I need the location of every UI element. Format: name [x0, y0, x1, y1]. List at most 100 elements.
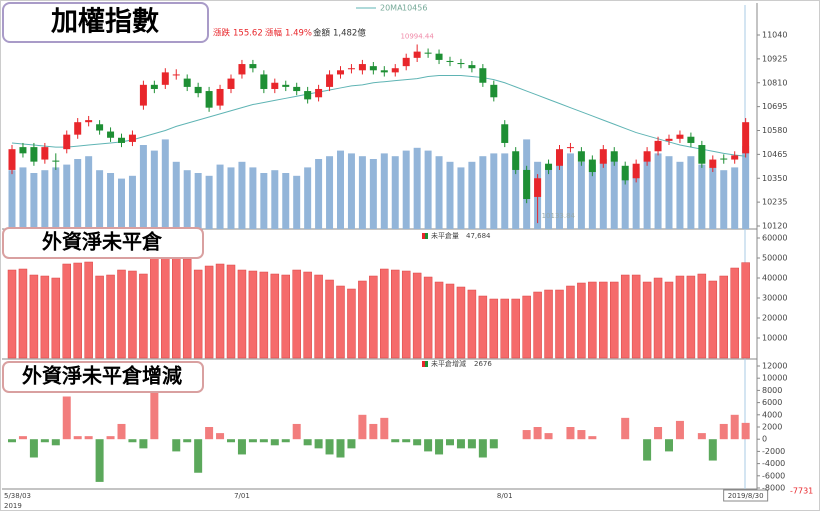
volume-bar — [676, 161, 684, 229]
bar — [347, 439, 356, 449]
candle-body — [632, 163, 640, 179]
title-box — [2, 361, 204, 393]
legend-icon — [425, 361, 428, 367]
y-tick-label: 10350 — [762, 174, 787, 183]
volume-bar — [205, 175, 213, 229]
y-tick-label: 10695 — [762, 102, 787, 111]
candle-body — [391, 68, 399, 73]
candle-body — [161, 72, 169, 85]
volume-bar — [282, 173, 290, 229]
candle-body — [687, 136, 695, 143]
bar — [117, 269, 126, 359]
candle-body — [205, 91, 213, 108]
bar — [391, 439, 400, 443]
bar — [456, 439, 465, 449]
volume-bar — [577, 161, 585, 229]
volume-bar — [369, 159, 377, 229]
bar — [456, 286, 466, 359]
candle-body — [720, 158, 728, 160]
bar — [128, 439, 137, 443]
candle-body — [238, 64, 246, 75]
bar — [423, 276, 433, 359]
title: 外資淨未平倉增減 — [22, 364, 182, 388]
bar — [358, 414, 367, 440]
candle-body — [413, 51, 421, 58]
bar — [675, 420, 684, 440]
candle-body — [304, 91, 312, 100]
bar — [664, 281, 674, 359]
bar — [204, 265, 214, 359]
volume-bar — [698, 164, 706, 229]
candle-body — [468, 65, 476, 69]
volume-bar — [139, 145, 147, 229]
candle-body — [577, 151, 585, 162]
bar — [369, 423, 378, 440]
bar — [413, 439, 422, 446]
bar — [62, 396, 71, 440]
bar — [665, 439, 673, 452]
legend-name: 未平倉增減 — [431, 359, 466, 368]
y-tick-label: 10235 — [762, 198, 787, 207]
bar — [193, 269, 203, 359]
bar — [741, 422, 750, 440]
bar — [401, 270, 411, 359]
bar — [654, 427, 663, 440]
candle-body — [358, 64, 366, 71]
bar — [62, 263, 71, 359]
volume-bar — [446, 161, 454, 229]
bar — [259, 439, 268, 443]
volume-bar — [468, 161, 476, 229]
bar — [478, 295, 488, 359]
candle-body — [457, 63, 465, 65]
candle-body — [227, 78, 235, 89]
y-tick-label: 6000 — [762, 398, 782, 407]
titles: 加權指數 外資淨未平倉 外資淨未平倉增減 — [2, 2, 209, 393]
candle-body — [369, 66, 377, 71]
candle-body — [52, 160, 60, 162]
y-tick-label: 2000 — [762, 423, 782, 432]
candle-body — [107, 131, 115, 138]
candle-body — [621, 165, 629, 181]
bar — [95, 275, 104, 359]
bar — [303, 271, 312, 359]
y-tick-label: -4000 — [762, 459, 785, 468]
candle-body — [566, 147, 574, 149]
bar — [292, 269, 301, 359]
bar — [325, 439, 334, 455]
price-panel: 10120 10235 10350 10465 10580 10695 10810 10925… — [4, 4, 787, 511]
volume-bar — [358, 156, 366, 229]
candle-body — [260, 74, 268, 89]
candle-body — [501, 124, 509, 143]
bar — [708, 439, 717, 461]
volume-bar — [621, 170, 629, 229]
candle-body — [74, 122, 82, 135]
y-tick-label: 4000 — [762, 410, 782, 419]
candle-body — [742, 122, 750, 154]
volume-bar — [19, 167, 27, 229]
bar — [643, 439, 652, 461]
bar — [314, 274, 323, 359]
bar — [161, 253, 170, 359]
bar — [150, 253, 159, 359]
volume-bar — [512, 156, 520, 229]
volume-bar — [41, 170, 49, 229]
volume-bar — [118, 178, 125, 229]
volume-bar — [347, 153, 355, 229]
candle-body — [315, 88, 323, 98]
bar — [314, 439, 323, 449]
bar — [599, 281, 608, 359]
bar — [577, 282, 586, 359]
candle-body — [41, 147, 49, 160]
y-tick-label: 10000 — [762, 334, 787, 343]
candle-body — [30, 147, 38, 162]
bar — [435, 439, 444, 455]
bar — [95, 439, 104, 482]
bar — [216, 433, 225, 440]
bar — [610, 281, 619, 359]
candle-body — [150, 84, 158, 89]
bar — [588, 281, 597, 359]
candle-body — [271, 82, 279, 89]
bar — [73, 436, 82, 440]
candle-body — [599, 149, 607, 164]
candle-body — [610, 151, 618, 162]
